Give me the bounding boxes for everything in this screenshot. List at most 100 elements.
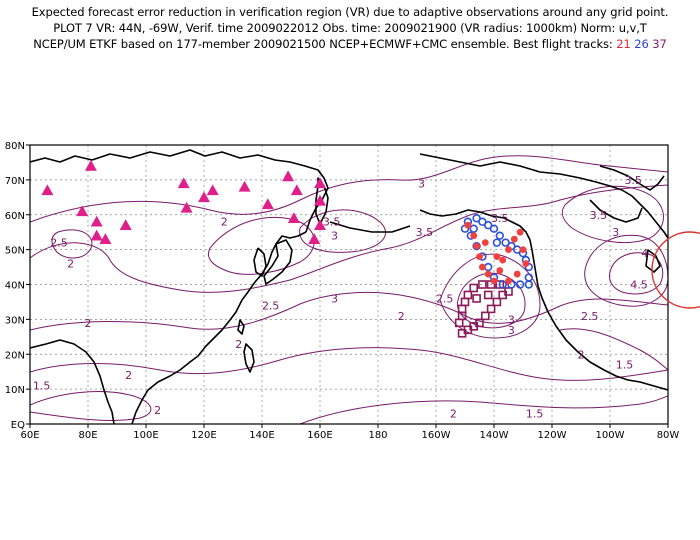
error-reduction-contours	[30, 155, 668, 424]
track-b-marker	[489, 224, 499, 233]
coastline-korea	[253, 247, 267, 277]
observation-triangle	[314, 177, 326, 189]
track-a-marker	[484, 270, 492, 278]
observation-triangle	[261, 198, 274, 210]
verification-region-circle	[651, 231, 700, 309]
y-tick-label: 20N	[5, 350, 25, 361]
y-tick-label: 60N	[5, 211, 25, 222]
track-b-label: 26	[634, 37, 649, 51]
x-tick-label: 80W	[657, 430, 680, 441]
track-c-marker	[463, 290, 473, 300]
contour-line	[439, 253, 541, 339]
flight-tracks	[454, 214, 533, 338]
contour-line	[299, 209, 386, 253]
x-tick-label: 160W	[422, 430, 451, 441]
contour-label: 2.5	[50, 237, 68, 250]
track-a-marker	[493, 253, 501, 260]
contour-label: 3.5	[491, 212, 509, 225]
x-tick-label: 120W	[538, 430, 567, 441]
track-c-marker	[480, 311, 490, 321]
track-c-marker	[472, 294, 481, 303]
header-line-1: Expected forecast error reduction in ver…	[31, 5, 669, 19]
track-c-marker	[478, 280, 487, 289]
contour-label: 2.5	[581, 310, 599, 323]
y-tick-label: 10N	[5, 385, 25, 396]
header-line-3: NCEP/UM ETKF based on 177-member 2009021…	[0, 36, 700, 52]
y-tick-label: EQ	[11, 420, 25, 431]
observation-triangles	[41, 159, 326, 244]
contour-label: 4.5	[630, 279, 648, 292]
coastline-hudson	[589, 199, 643, 223]
track-b-marker	[515, 280, 525, 289]
track-c-marker	[492, 297, 502, 307]
track-a-marker	[490, 277, 498, 285]
contour-label: 3.5	[416, 226, 434, 239]
track-c-label: 37	[652, 37, 667, 51]
contour-label: 2.5	[436, 292, 454, 305]
observation-triangle	[314, 194, 326, 206]
y-tick-label: 80N	[5, 141, 25, 152]
observation-triangle	[177, 177, 190, 189]
track-a-marker	[505, 277, 512, 285]
observation-triangle	[119, 219, 132, 231]
contour-line	[30, 391, 152, 421]
x-tick-label: 140W	[480, 430, 509, 441]
x-tick-label: 60E	[20, 430, 39, 441]
contour-label: 2.5	[262, 299, 280, 312]
track-b-marker	[484, 221, 493, 230]
track-a-marker	[522, 260, 530, 267]
x-tick-label: 160E	[307, 430, 332, 441]
track-b-marker	[478, 217, 487, 226]
coastline-asia-north	[30, 149, 329, 233]
coastline-north-america	[419, 153, 668, 239]
track-c-marker	[460, 297, 470, 307]
y-tick-label: 40N	[5, 281, 25, 292]
coastline-taiwan	[237, 319, 245, 335]
track-b-marker	[469, 224, 478, 233]
track-a-marker	[479, 263, 486, 271]
contour-label: 1.5	[33, 380, 51, 393]
track-a-marker	[481, 239, 489, 247]
track-a-marker	[473, 242, 480, 250]
contour-label: 3	[331, 292, 338, 305]
contour-label: 2	[154, 404, 161, 417]
contour-line	[30, 347, 668, 381]
x-tick-label: 180	[368, 430, 387, 441]
contour-label: 2	[235, 338, 242, 351]
track-b-marker	[524, 273, 533, 282]
track-b-marker	[495, 231, 504, 240]
contour-label: 3.5	[590, 209, 608, 222]
y-tick-label: 50N	[5, 246, 25, 257]
track-a-marker	[470, 232, 478, 240]
track-c-marker	[475, 318, 484, 328]
observation-triangle	[287, 212, 300, 224]
contour-line	[456, 272, 526, 329]
contour-label: 2	[85, 317, 92, 330]
track-a-marker	[510, 235, 518, 243]
x-tick-label: 140E	[249, 430, 274, 441]
track-c-marker	[469, 283, 479, 293]
observation-triangle	[180, 201, 193, 213]
map-gridlines	[30, 145, 668, 424]
coastline-japan	[263, 239, 293, 285]
track-a-marker	[516, 228, 524, 236]
contour-label: 3	[418, 177, 425, 190]
observation-triangle	[290, 184, 303, 196]
contour-label: 2	[125, 369, 132, 382]
observation-triangle	[90, 215, 103, 227]
observation-triangle	[314, 219, 326, 231]
contour-line	[561, 185, 664, 244]
coastline-alaska-south	[419, 209, 668, 391]
contour-line	[30, 291, 668, 331]
track-c-marker	[495, 280, 505, 289]
contour-line	[30, 184, 668, 293]
observation-triangle	[238, 180, 251, 192]
contour-line	[30, 155, 668, 223]
axis-ticks: 60E 80E 100E 120E 140E 160E 180 160W 140W 120W 100…	[5, 141, 680, 441]
track-a-marker	[464, 221, 472, 229]
contour-label: 4	[641, 247, 648, 260]
track-a-marker	[476, 253, 483, 260]
contour-line	[584, 234, 668, 307]
header-line-3-text: NCEP/UM ETKF based on 177-member 2009021…	[33, 37, 613, 51]
contour-line	[299, 395, 668, 424]
